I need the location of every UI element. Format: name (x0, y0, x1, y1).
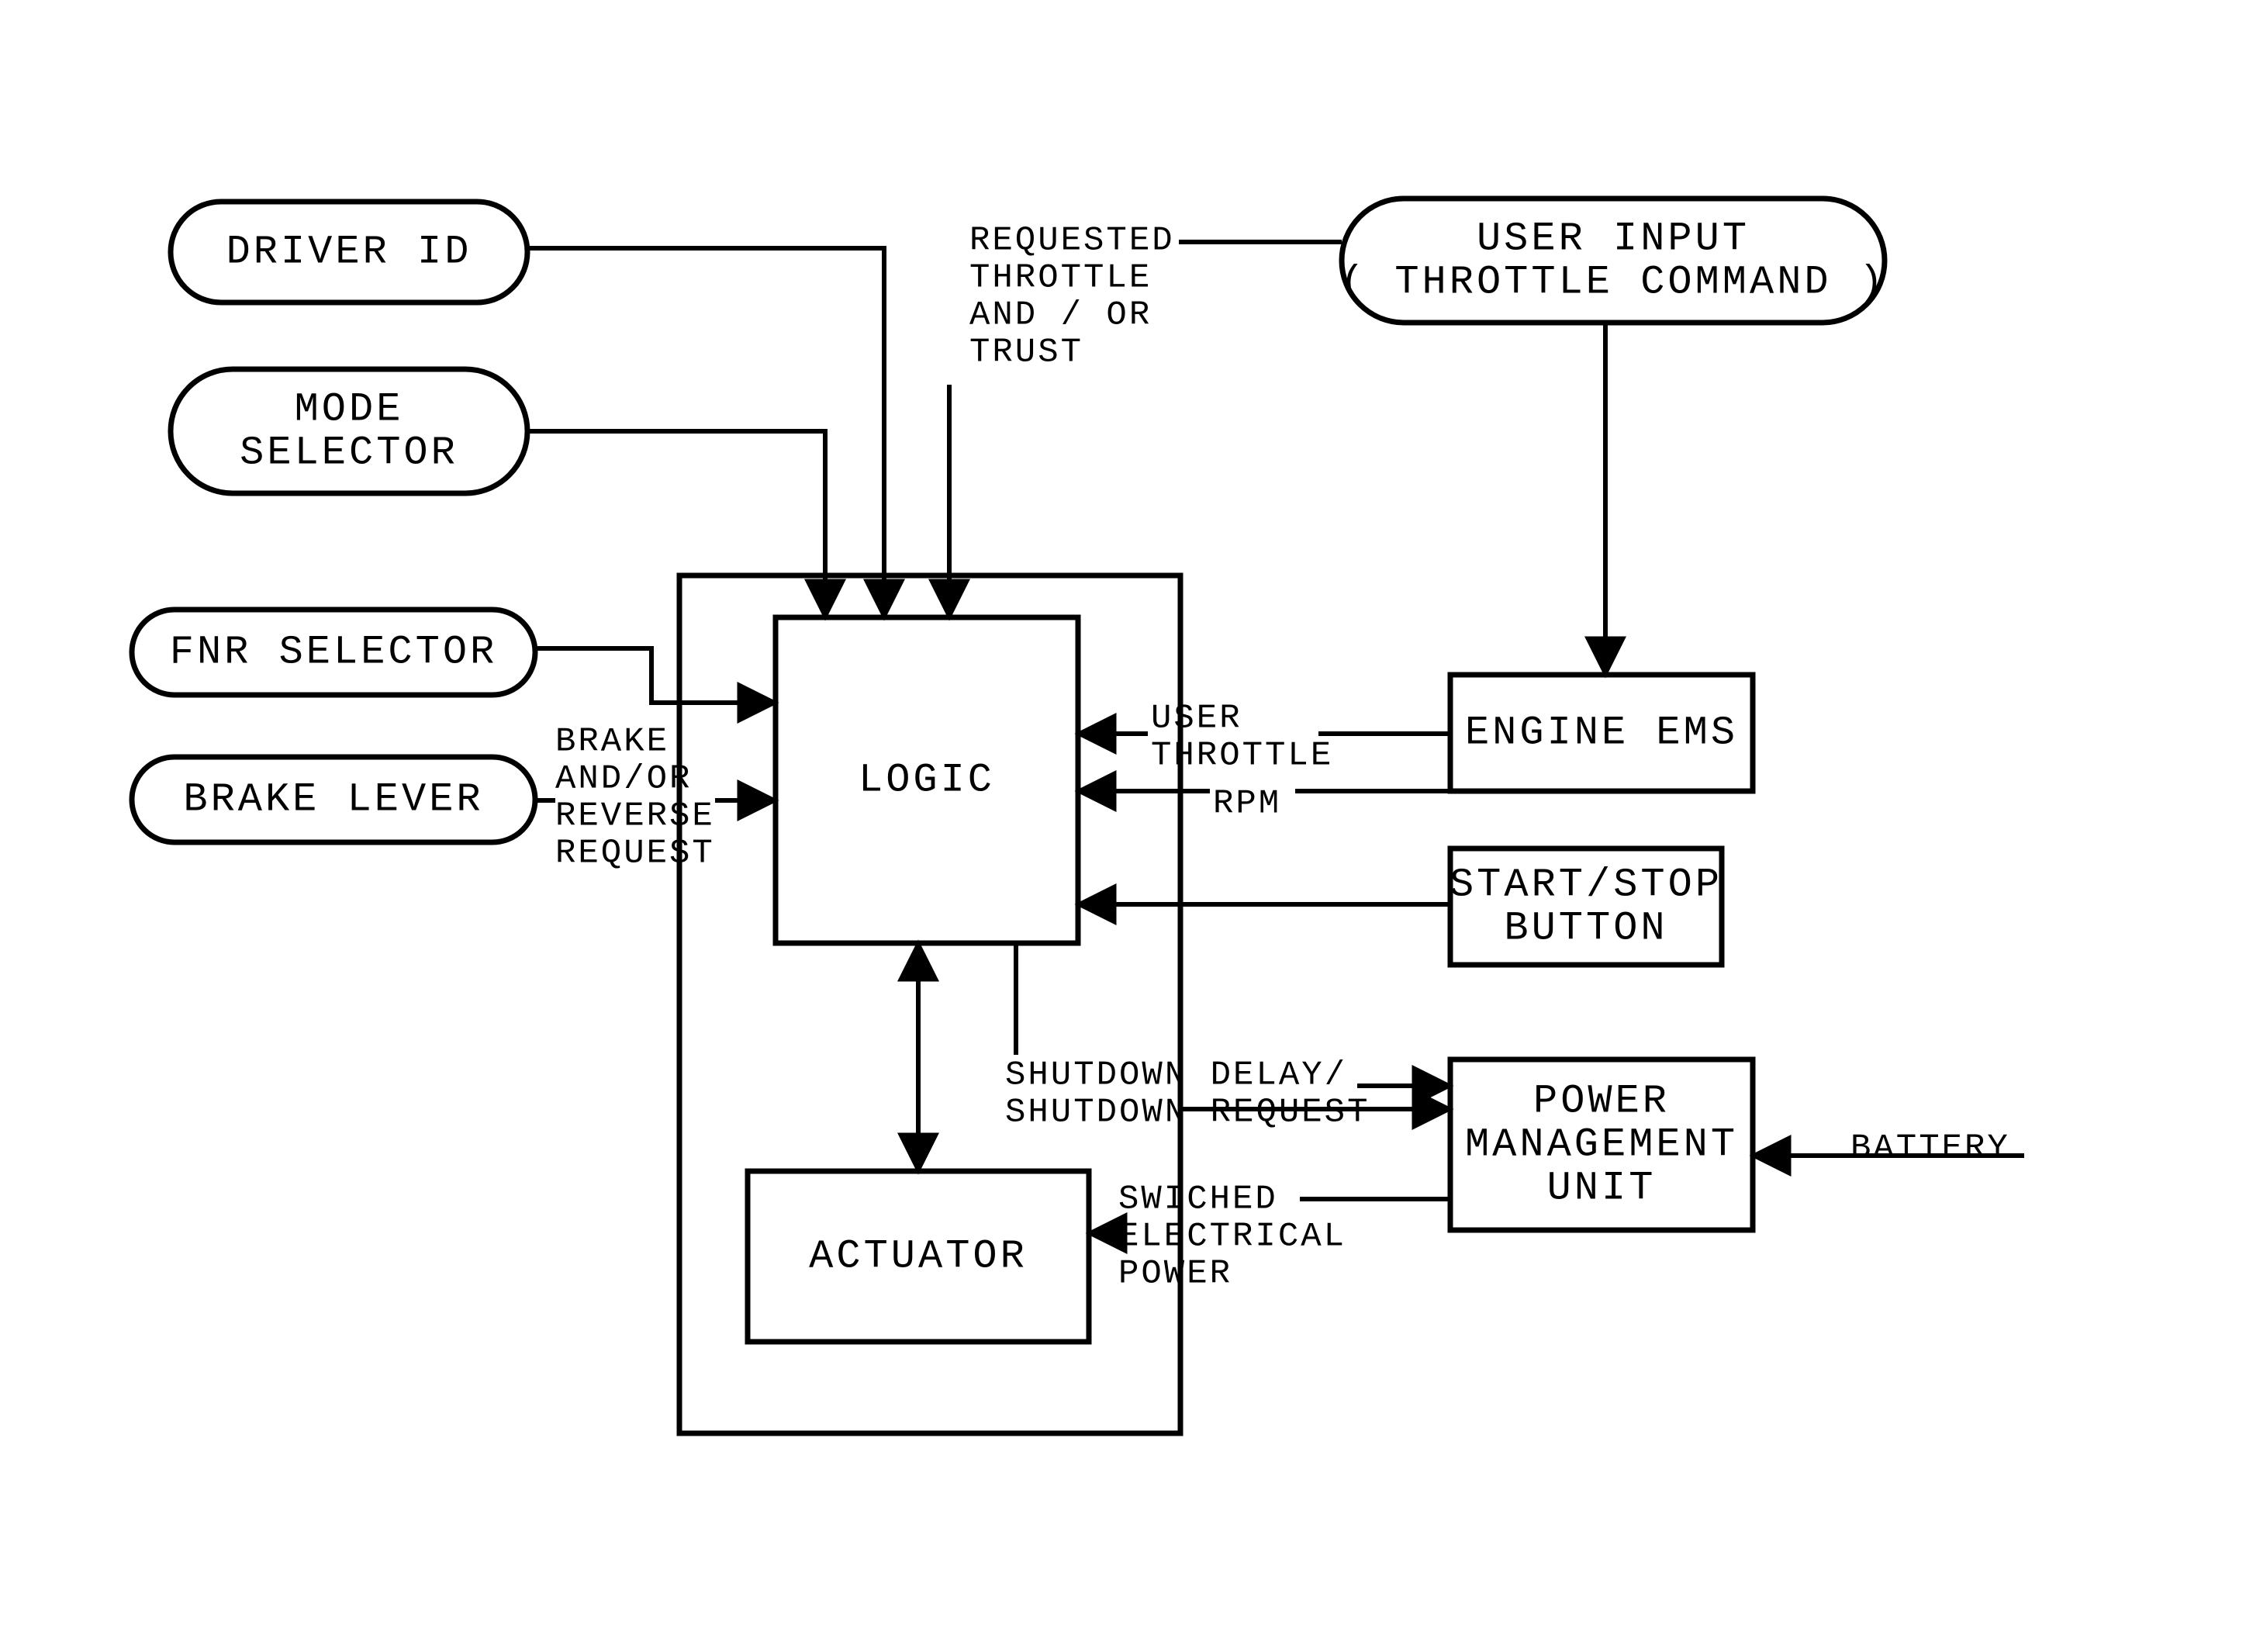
user_input-text: USER INPUT (1477, 216, 1750, 262)
pmu-text: UNIT (1547, 1166, 1657, 1211)
pmu-text: POWER (1533, 1079, 1670, 1125)
shutdown-label: SHUTDOWN DELAY/ (1005, 1056, 1347, 1095)
fnr-text: FNR SELECTOR (170, 630, 497, 676)
pmu-text: MANAGEMENT (1465, 1122, 1738, 1168)
user_input-text: ( THROTTLE COMMAND ) (1340, 260, 1886, 306)
rpm-label: RPM (1213, 785, 1281, 824)
actuator-text: ACTUATOR (809, 1234, 1028, 1280)
brake_req-label: AND/OR (555, 760, 692, 799)
brake_req-label: REVERSE (555, 797, 715, 836)
requested-label: TRUST (969, 334, 1083, 372)
startstop-text: START/STOP (1450, 862, 1723, 908)
diagram-canvas: DRIVER ID MODESELECTOR FNR SELECTOR BRAKE L… (0, 0, 2246, 1652)
edge-mode_to_logic (527, 431, 825, 617)
swiched-label: POWER (1118, 1255, 1232, 1294)
startstop-text: BUTTON (1504, 906, 1667, 952)
edge-fnr_to_logic (535, 648, 776, 703)
mode_sel-text: SELECTOR (240, 430, 458, 476)
brake-text: BRAKE LEVER (183, 777, 483, 823)
brake_req-label: BRAKE (555, 723, 669, 762)
driver_id-text: DRIVER ID (226, 230, 472, 275)
swiched-label: ELECTRICAL (1118, 1218, 1346, 1256)
requested-label: REQUESTED (969, 222, 1175, 261)
requested-label: THROTTLE (969, 259, 1152, 298)
logic-text: LOGIC (859, 758, 995, 804)
brake_req-label: REQUEST (555, 835, 715, 873)
user_throttle-label: USER (1151, 700, 1242, 738)
mode_sel-text: MODE (295, 387, 404, 433)
engine-text: ENGINE EMS (1465, 710, 1738, 756)
requested-label: AND / OR (969, 296, 1152, 335)
shutdown-label: SHUTDOWN REQUEST (1005, 1094, 1370, 1132)
swiched-label: SWICHED (1118, 1180, 1278, 1219)
user_throttle-label: THROTTLE (1151, 737, 1333, 776)
battery-label: BATTERY (1850, 1129, 2010, 1168)
